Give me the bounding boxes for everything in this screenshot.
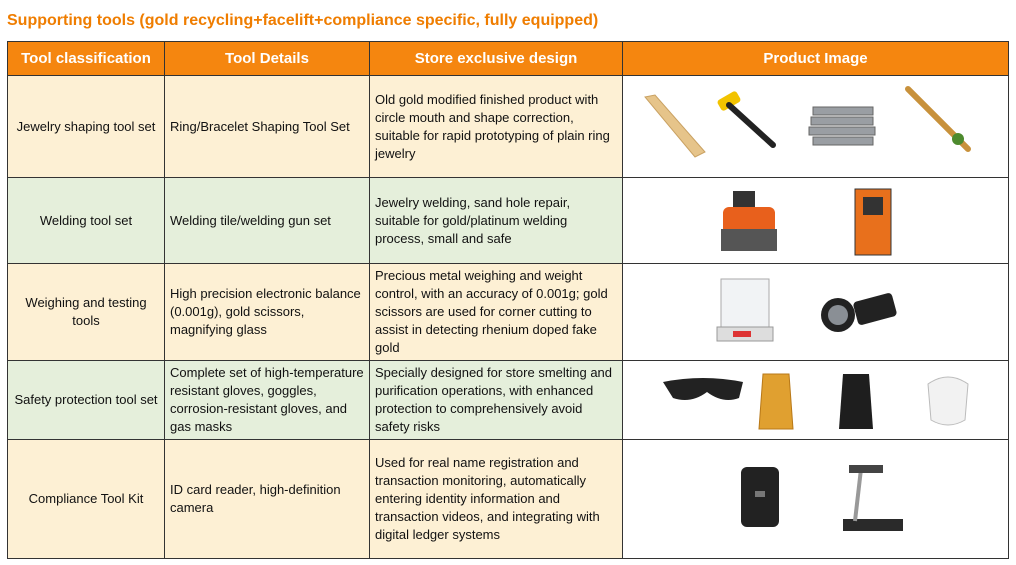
- tools-table: Tool classification Tool Details Store e…: [7, 41, 1009, 559]
- row: Jewelry shaping tool set Ring/Bracelet S…: [7, 75, 1009, 178]
- row: Welding tool set Welding tile/welding gu…: [7, 177, 1009, 264]
- header-row: Tool classification Tool Details Store e…: [7, 41, 1009, 76]
- cell: ID card reader, high-definition camera: [164, 439, 370, 559]
- cell: Safety protection tool set: [7, 360, 165, 440]
- cell: Jewelry welding, sand hole repair, suita…: [369, 177, 623, 264]
- cell: Weighing and testing tools: [7, 263, 165, 361]
- product-images: [644, 85, 971, 158]
- image-cell: [622, 177, 1009, 264]
- image-cell: [622, 263, 1009, 361]
- header-cell: Tool Details: [164, 41, 370, 76]
- row: Compliance Tool Kit ID card reader, high…: [7, 439, 1009, 559]
- cell: High precision electronic balance (0.001…: [164, 263, 370, 361]
- image-cell: [622, 360, 1009, 440]
- header-cell: Store exclusive design: [369, 41, 623, 76]
- product-images: [741, 464, 903, 531]
- row: Weighing and testing tools High precisio…: [7, 263, 1009, 361]
- cell: Welding tool set: [7, 177, 165, 264]
- image-cell: [622, 439, 1009, 559]
- cell: Jewelry shaping tool set: [7, 75, 165, 178]
- cell: Compliance Tool Kit: [7, 439, 165, 559]
- header-cell: Tool classification: [7, 41, 165, 76]
- cell: Specially designed for store smelting an…: [369, 360, 623, 440]
- cell: Complete set of high-temperature resista…: [164, 360, 370, 440]
- product-images: [663, 373, 969, 429]
- cell: Used for real name registration and tran…: [369, 439, 623, 559]
- cell: Old gold modified finished product with …: [369, 75, 623, 178]
- cell: Welding tile/welding gun set: [164, 177, 370, 264]
- header-cell: Product Image: [622, 41, 1009, 76]
- cell: Ring/Bracelet Shaping Tool Set: [164, 75, 370, 178]
- product-images: [716, 278, 897, 341]
- product-images: [721, 188, 892, 255]
- image-cell: [622, 75, 1009, 178]
- page-title: Supporting tools (gold recycling+facelif…: [7, 12, 599, 29]
- row: Safety protection tool set Complete set …: [7, 360, 1009, 440]
- cell: Precious metal weighing and weight contr…: [369, 263, 623, 361]
